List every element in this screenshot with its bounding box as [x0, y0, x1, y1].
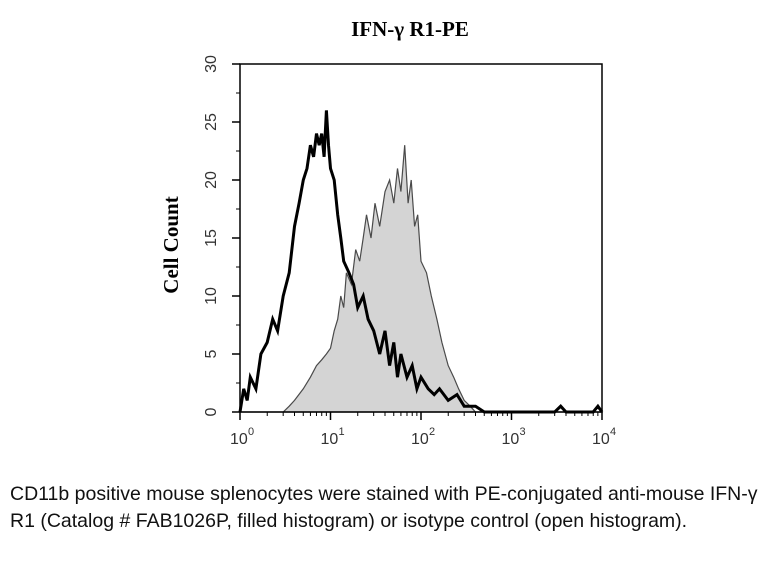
- svg-text:0: 0: [248, 426, 254, 438]
- y-tick-label: 15: [203, 229, 220, 247]
- chart-title: IFN-γ R1-PE: [351, 17, 469, 41]
- x-tick-label: 10 3: [502, 426, 526, 448]
- open-histogram: [238, 110, 604, 414]
- y-tick-label: 20: [203, 171, 220, 189]
- y-tick-label: 10: [203, 287, 220, 305]
- filled-histogram: [240, 145, 602, 413]
- svg-text:10: 10: [230, 431, 248, 448]
- svg-text:10: 10: [592, 431, 610, 448]
- svg-text:10: 10: [502, 431, 520, 448]
- svg-text:10: 10: [411, 431, 429, 448]
- x-tick-label: 10 4: [592, 426, 616, 448]
- y-tick-label: 5: [203, 349, 220, 358]
- svg-text:4: 4: [610, 426, 616, 438]
- x-tick-label: 10 1: [321, 426, 345, 448]
- svg-text:1: 1: [339, 426, 345, 438]
- figure-caption: CD11b positive mouse splenocytes were st…: [10, 483, 758, 532]
- svg-text:3: 3: [520, 426, 526, 438]
- svg-text:10: 10: [321, 431, 339, 448]
- x-tick-label: 10 2: [411, 426, 435, 448]
- y-tick-label: 30: [203, 55, 220, 73]
- y-tick-label: 0: [203, 407, 220, 416]
- x-tick-label: 10 0: [230, 426, 254, 448]
- y-axis-label: Cell Count: [159, 196, 183, 293]
- svg-text:2: 2: [429, 426, 435, 438]
- y-tick-label: 25: [203, 113, 220, 131]
